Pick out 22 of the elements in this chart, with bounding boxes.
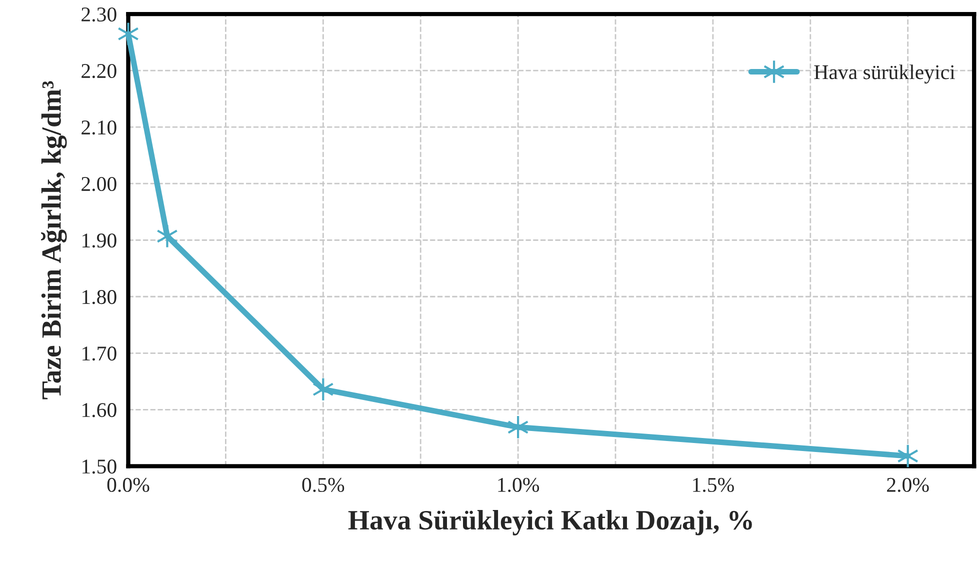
- y-tick-label: 1.90: [82, 233, 116, 248]
- y-tick-label: 2.30: [82, 7, 116, 22]
- y-tick-label: 2.20: [82, 64, 116, 78]
- x-tick-label: 2.0%: [887, 478, 929, 492]
- y-tick-label: 1.60: [82, 403, 116, 418]
- x-axis-title: Hava Sürükleyici Katkı Dozajı, %: [348, 510, 752, 536]
- legend-label: Hava sürükleyici: [814, 64, 955, 84]
- point: [118, 22, 139, 46]
- y-tick-label: 1.70: [82, 346, 116, 361]
- point: [312, 377, 334, 402]
- y-axis-title: Taze Birim Ağırlık, kg/dm³: [41, 81, 67, 400]
- point: [897, 444, 919, 468]
- point: [507, 415, 529, 440]
- point: [156, 224, 178, 248]
- y-tick-label: 1.50: [82, 460, 116, 474]
- x-tick-label: 0.5%: [302, 478, 344, 492]
- y-tick-label: 2.10: [82, 120, 116, 135]
- x-tick-label: 1.0%: [498, 478, 540, 492]
- y-tick-label: 2.00: [82, 176, 116, 192]
- x-tick-label: 0.0%: [107, 478, 150, 492]
- y-tick-label: 1.80: [82, 290, 116, 304]
- x-tick-label: 1.5%: [693, 478, 734, 492]
